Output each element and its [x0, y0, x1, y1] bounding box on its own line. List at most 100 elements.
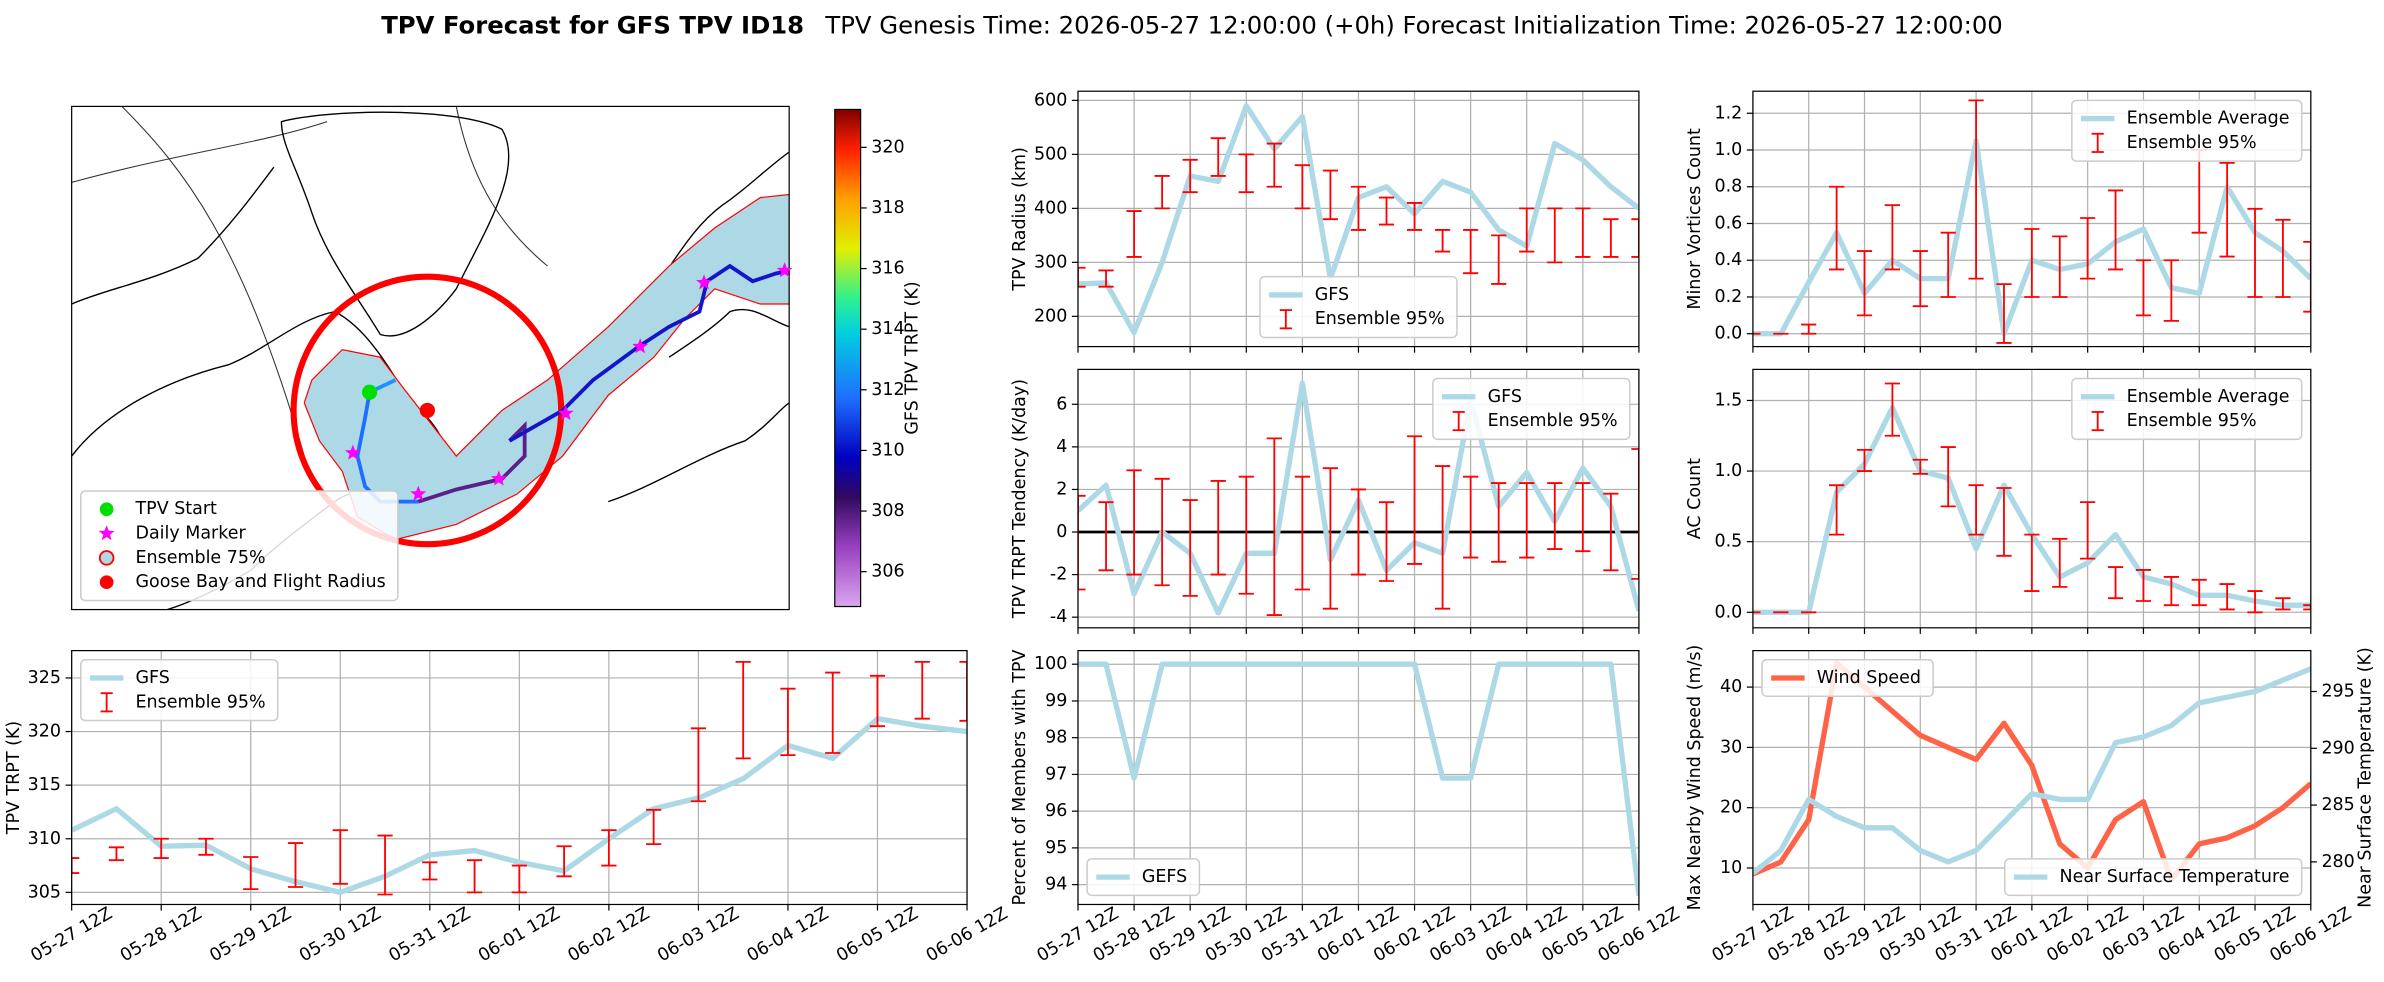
error-bar — [1463, 475, 1479, 559]
legend-box — [2004, 858, 2303, 897]
legend-swatch — [98, 525, 115, 541]
error-bar — [1210, 480, 1226, 576]
x-tick-label: 05-31 12Z — [386, 904, 474, 967]
legend: Ensemble Average Ensemble 95% — [2071, 377, 2303, 441]
x-tick-label: 06-01 12Z — [475, 904, 563, 967]
map-frame — [71, 105, 790, 611]
legend-label: Goose Bay and Flight Radius — [136, 572, 386, 592]
y-tick-label: -4 — [1050, 607, 1067, 627]
x-tick-label: 06-05 12Z — [833, 904, 921, 967]
legend-swatch — [99, 575, 114, 590]
error-bar — [1463, 229, 1479, 275]
y-axis-label: TPV TRPT Tendency (K/day) — [1010, 379, 1030, 619]
error-bar — [2135, 259, 2152, 317]
error-bar — [198, 837, 214, 856]
error-bar — [1491, 482, 1507, 563]
y-tick-label: 40 — [1720, 677, 1742, 697]
error-bar — [1996, 487, 2012, 557]
error-bar — [1378, 501, 1395, 582]
legend-label: Ensemble 95% — [136, 692, 266, 712]
colorbar-tick-label: 314 — [871, 319, 904, 339]
y2-axis-label: Near Surface Temperature (K) — [2356, 647, 2376, 908]
y-tick-label: 0.0 — [1715, 602, 1743, 622]
daily-marker — [557, 405, 574, 421]
error-bar — [2135, 569, 2152, 602]
error-bar — [1829, 185, 1845, 271]
y-tick-label: 95 — [1045, 838, 1067, 858]
legend-label: GFS — [1315, 285, 1349, 305]
error-bar — [2107, 566, 2124, 600]
y-tick-label: 305 — [28, 882, 61, 902]
legend: TPV Start Daily Marker Ensemble 75% Goose B… — [80, 490, 399, 602]
y-tick-label: 325 — [28, 668, 61, 688]
error-bar — [1801, 323, 1817, 335]
error-bar — [1434, 229, 1451, 253]
error-bar — [869, 674, 886, 728]
error-bar — [1182, 158, 1198, 194]
axes-frame — [1077, 368, 1640, 629]
y2-tick-label: 285 — [2321, 795, 2354, 815]
error-bar — [2024, 533, 2040, 593]
error-bar — [1154, 477, 1170, 587]
x-tick-label: 06-03 12Z — [654, 904, 742, 967]
y2-tick-label: 280 — [2321, 852, 2354, 872]
axes-frame — [71, 650, 968, 906]
error-bar — [1434, 465, 1451, 610]
y-tick-label: 0.6 — [1715, 213, 1743, 233]
error-bar — [1940, 231, 1956, 298]
error-bar — [1603, 218, 1619, 258]
error-bar — [1856, 448, 1873, 472]
y-tick-label: 0 — [1056, 522, 1067, 542]
error-bar — [422, 861, 438, 881]
error-bar — [1098, 269, 1114, 288]
y-tick-label: 400 — [1034, 198, 1067, 218]
legend: Ensemble Average Ensemble 95% — [2071, 99, 2303, 162]
error-bar — [1077, 266, 1086, 288]
daily-marker — [490, 470, 507, 486]
legend: GFS Ensemble 95% — [1432, 377, 1631, 441]
error-bar — [2163, 259, 2179, 322]
y-tick-label: 100 — [1034, 654, 1067, 674]
error-bar — [1350, 185, 1367, 231]
y-axis-label: Minor Vortices Count — [1685, 128, 1705, 310]
axes-frame — [1752, 650, 2312, 906]
error-bar — [825, 671, 841, 754]
error-bar — [1519, 207, 1535, 253]
error-bar — [1210, 137, 1226, 177]
error-bar — [1968, 484, 1984, 536]
legend-box — [1432, 377, 1631, 441]
daily-marker — [344, 444, 361, 460]
error-bar — [153, 837, 169, 859]
error-bar — [2080, 217, 2096, 280]
error-bar — [556, 845, 572, 878]
error-bar — [646, 808, 662, 846]
error-bar — [71, 857, 80, 874]
legend-label: Daily Marker — [136, 524, 247, 544]
axes-frame — [1077, 90, 1640, 348]
y-axis-label: TPV Radius (km) — [1010, 147, 1030, 292]
plot-marks — [1077, 103, 1639, 336]
y-tick-label: 300 — [1034, 252, 1067, 272]
error-bar — [690, 727, 707, 803]
error-bar — [914, 660, 930, 720]
error-bar — [1126, 469, 1142, 576]
y-tick-label: 315 — [28, 775, 61, 795]
axes-frame — [1077, 650, 1640, 906]
error-bar — [2191, 578, 2207, 607]
legend-label: Near Surface Temperature — [2060, 867, 2290, 887]
x-tick-label: 05-30 12Z — [296, 904, 384, 967]
y-tick-label: 310 — [28, 829, 61, 849]
colorbar-tick-label: 318 — [871, 198, 904, 218]
error-bar — [780, 687, 796, 757]
y-tick-label: 0.2 — [1715, 287, 1743, 307]
error-bar — [2052, 235, 2068, 298]
y-tick-label: 0.8 — [1715, 177, 1743, 197]
error-bar — [1322, 169, 1339, 221]
error-bar — [1631, 218, 1639, 258]
legend-label: Ensemble 95% — [1488, 411, 1618, 431]
legend-label: Wind Speed — [1817, 668, 1921, 688]
legend-box — [80, 658, 279, 722]
error-bar — [1603, 492, 1619, 572]
plot-marks — [1752, 382, 2311, 615]
y-tick-label: 1.0 — [1715, 140, 1743, 160]
